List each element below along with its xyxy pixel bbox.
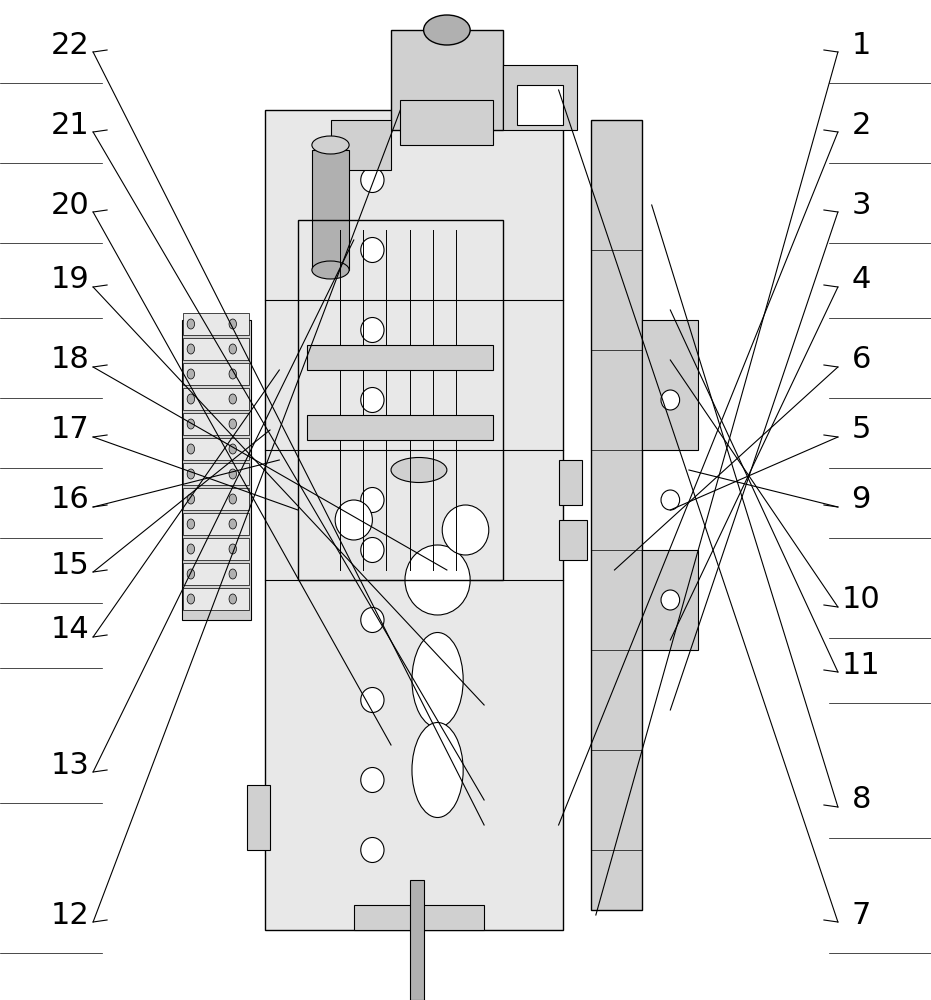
Text: 17: 17	[50, 416, 89, 444]
Ellipse shape	[391, 458, 447, 483]
Ellipse shape	[405, 545, 470, 615]
Ellipse shape	[229, 369, 236, 379]
Text: 18: 18	[50, 346, 89, 374]
Bar	[183, 538, 249, 560]
Ellipse shape	[661, 390, 680, 410]
Ellipse shape	[412, 722, 464, 818]
Ellipse shape	[442, 505, 489, 555]
Ellipse shape	[187, 594, 195, 604]
Ellipse shape	[361, 838, 385, 862]
Text: 4: 4	[852, 265, 870, 294]
Bar	[183, 388, 249, 410]
Ellipse shape	[361, 688, 385, 712]
Bar	[312, 150, 349, 270]
Bar	[183, 563, 249, 585]
Ellipse shape	[412, 633, 464, 728]
Text: 21: 21	[50, 110, 89, 139]
Ellipse shape	[361, 607, 385, 633]
Ellipse shape	[229, 519, 236, 529]
Text: 19: 19	[50, 265, 89, 294]
Ellipse shape	[361, 237, 385, 262]
Text: 7: 7	[852, 900, 870, 930]
Ellipse shape	[229, 569, 236, 579]
Text: 14: 14	[50, 615, 89, 645]
Ellipse shape	[229, 344, 236, 354]
Ellipse shape	[335, 500, 372, 540]
Text: 16: 16	[50, 486, 89, 514]
Bar	[183, 313, 249, 335]
Bar	[591, 120, 642, 910]
Ellipse shape	[187, 519, 195, 529]
Text: 10: 10	[842, 585, 881, 614]
Text: 22: 22	[50, 30, 89, 60]
Text: 13: 13	[50, 750, 89, 780]
Ellipse shape	[661, 590, 680, 610]
Ellipse shape	[229, 394, 236, 404]
Ellipse shape	[361, 768, 385, 792]
Bar	[183, 488, 249, 510]
Text: 12: 12	[50, 900, 89, 930]
Bar	[183, 438, 249, 460]
Ellipse shape	[187, 494, 195, 504]
Ellipse shape	[361, 488, 385, 512]
Bar	[517, 85, 563, 125]
Bar	[247, 785, 270, 850]
Text: 3: 3	[852, 190, 870, 220]
Ellipse shape	[187, 369, 195, 379]
Ellipse shape	[361, 167, 385, 192]
Bar	[183, 463, 249, 485]
Bar	[331, 120, 391, 170]
Bar	[559, 520, 587, 560]
Ellipse shape	[229, 594, 236, 604]
Text: 8: 8	[852, 786, 870, 814]
Bar	[391, 30, 503, 130]
Ellipse shape	[229, 544, 236, 554]
Ellipse shape	[229, 469, 236, 479]
Bar	[183, 363, 249, 385]
Ellipse shape	[312, 261, 349, 279]
Ellipse shape	[187, 319, 195, 329]
Text: 2: 2	[852, 110, 870, 139]
Bar	[503, 65, 577, 130]
Bar	[642, 320, 698, 450]
Ellipse shape	[229, 494, 236, 504]
Ellipse shape	[229, 319, 236, 329]
Bar	[183, 338, 249, 360]
Ellipse shape	[187, 544, 195, 554]
Bar	[410, 880, 424, 1000]
Bar	[354, 905, 484, 930]
Bar	[559, 460, 582, 505]
Ellipse shape	[361, 387, 385, 412]
Bar	[265, 110, 563, 930]
Ellipse shape	[312, 136, 349, 154]
Bar	[183, 588, 249, 610]
Text: 15: 15	[50, 550, 89, 580]
Text: 11: 11	[842, 650, 881, 680]
Bar	[183, 513, 249, 535]
Bar	[400, 100, 493, 145]
Ellipse shape	[424, 15, 470, 45]
Ellipse shape	[187, 469, 195, 479]
Bar	[298, 220, 503, 580]
Text: 6: 6	[852, 346, 870, 374]
Bar	[307, 415, 493, 440]
Ellipse shape	[187, 344, 195, 354]
Bar	[183, 413, 249, 435]
Text: 20: 20	[50, 190, 89, 220]
Ellipse shape	[361, 318, 385, 342]
Ellipse shape	[661, 490, 680, 510]
Ellipse shape	[187, 569, 195, 579]
Bar	[642, 550, 698, 650]
Ellipse shape	[187, 444, 195, 454]
Bar	[182, 320, 251, 620]
Text: 5: 5	[852, 416, 870, 444]
Ellipse shape	[187, 394, 195, 404]
Ellipse shape	[229, 444, 236, 454]
Bar	[307, 345, 493, 370]
Text: 1: 1	[852, 30, 870, 60]
Ellipse shape	[361, 538, 385, 562]
Ellipse shape	[229, 419, 236, 429]
Text: 9: 9	[852, 486, 870, 514]
Ellipse shape	[187, 419, 195, 429]
